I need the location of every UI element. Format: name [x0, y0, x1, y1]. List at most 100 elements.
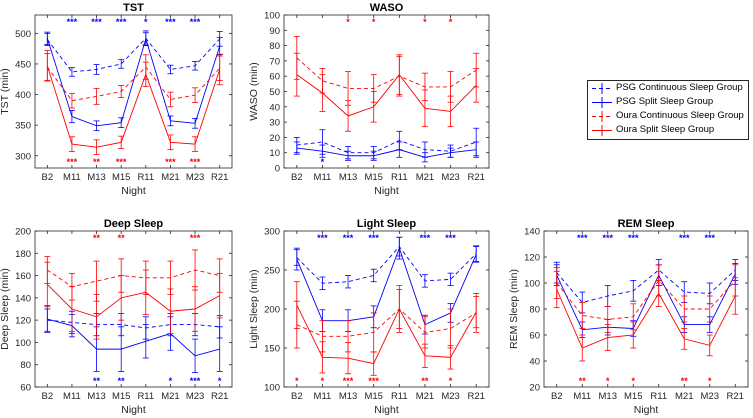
- chart-waso: 0 10 20 30 40 50 60 70 80 90 100 B2 M11 M13 M15 R11 M21 M…: [248, 2, 490, 197]
- y-tick-label: 40: [529, 357, 540, 368]
- significance-bottom: ***: [368, 376, 379, 386]
- series-1: [293, 141, 480, 163]
- series-3: [44, 261, 223, 340]
- series-line: [46, 37, 221, 127]
- significance-bottom: ***: [343, 376, 354, 386]
- y-tick-label: 400: [15, 90, 31, 101]
- x-tick-label: M11: [63, 391, 81, 402]
- series-line: [556, 269, 736, 304]
- series-3: [44, 50, 223, 155]
- y-tick-label: 500: [15, 29, 31, 40]
- y-tick-label: 20: [269, 133, 280, 144]
- series-0: [44, 30, 223, 77]
- y-tick-label: 100: [524, 279, 540, 290]
- x-tick-label: R21: [211, 172, 228, 183]
- plot-frame: [34, 230, 233, 388]
- y-tick-label: 200: [264, 305, 280, 316]
- significance-bottom: *: [606, 376, 610, 386]
- y-axis-label: Deep Sleep (min): [0, 268, 11, 350]
- series-line: [46, 37, 221, 73]
- series-line: [46, 66, 221, 102]
- significance-top: ***: [343, 233, 354, 243]
- series-line: [47, 269, 220, 288]
- series-line: [296, 246, 477, 326]
- chart-light: 100 150 200 250 300 B2 M11 M13 M15 R11 M21 M23 R21 Li…: [248, 218, 490, 416]
- x-tick-label: B2: [551, 391, 563, 402]
- legend-swatch-psg-split: [592, 97, 612, 108]
- series-line: [296, 304, 477, 365]
- x-tick-label: M23: [186, 391, 204, 402]
- chart-title: Deep Sleep: [104, 218, 164, 230]
- x-axis-label: Night: [121, 404, 146, 416]
- y-tick-label: 50: [269, 87, 280, 98]
- series-line: [556, 273, 736, 331]
- y-axis-label: TST (min): [0, 68, 11, 114]
- legend-item-psg-split: PSG Split Sleep Group: [588, 96, 748, 109]
- x-tick-label: M21: [161, 172, 179, 183]
- x-tick-label: M15: [112, 391, 130, 402]
- x-tick-label: R21: [467, 172, 484, 183]
- x-tick-label: M23: [186, 172, 204, 183]
- y-tick-label: 0: [275, 164, 280, 175]
- x-tick-label: M13: [339, 172, 357, 183]
- y-tick-label: 160: [15, 271, 31, 282]
- x-tick-label: M21: [675, 391, 693, 402]
- x-axis-label: Night: [374, 185, 399, 197]
- x-tick-label: M15: [364, 391, 382, 402]
- plot-frame: [283, 230, 490, 388]
- x-axis-label: Night: [634, 404, 659, 416]
- significance-bottom: *: [449, 376, 453, 386]
- y-tick-label: 200: [15, 227, 31, 238]
- significance-top: ***: [679, 233, 690, 243]
- x-tick-label: M11: [573, 391, 591, 402]
- significance-top: ***: [190, 17, 201, 27]
- series-line: [46, 284, 220, 318]
- significance-top: ***: [67, 17, 78, 27]
- y-tick-label: 60: [20, 383, 31, 394]
- y-axis-label: Light Sleep (min): [248, 269, 260, 348]
- chart-title: TST: [123, 2, 144, 14]
- significance-bottom: **: [579, 376, 587, 386]
- series-3: [553, 270, 739, 362]
- significance-bottom: *: [321, 157, 325, 167]
- significance-top: ***: [445, 233, 456, 243]
- significance-bottom: *: [321, 376, 325, 386]
- series-line: [556, 289, 736, 349]
- x-axis-label: Night: [121, 185, 146, 197]
- y-tick-label: 120: [524, 253, 540, 264]
- x-tick-label: B2: [42, 391, 54, 402]
- significance-top: ***: [91, 17, 102, 27]
- significance-bottom: ***: [165, 157, 176, 167]
- y-tick-label: 300: [264, 227, 280, 238]
- x-tick-label: R21: [211, 391, 228, 402]
- significance-bottom: *: [631, 376, 635, 386]
- x-tick-label: M15: [112, 172, 130, 183]
- y-tick-label: 250: [264, 266, 280, 277]
- legend-swatch-oura-split: [592, 125, 612, 136]
- y-tick-label: 350: [15, 121, 31, 132]
- y-tick-label: 60: [529, 331, 540, 342]
- plot-frame: [283, 14, 490, 169]
- x-tick-label: M11: [314, 391, 332, 402]
- series-line: [296, 147, 477, 158]
- significance-bottom: *: [169, 376, 173, 386]
- significance-top: *: [346, 17, 350, 27]
- y-tick-label: 30: [269, 118, 280, 129]
- x-tick-label: M13: [87, 391, 105, 402]
- x-tick-label: M21: [416, 172, 434, 183]
- x-tick-label: M13: [339, 391, 357, 402]
- x-tick-label: M13: [87, 172, 105, 183]
- legend-label: Oura Split Sleep Group: [616, 124, 715, 135]
- x-tick-label: M15: [624, 391, 642, 402]
- chart-tst: 300 350 400 450 500 B2 M11 M13 M15 R11 M21 M23 R21 TS…: [0, 2, 233, 197]
- legend: PSG Continuous Sleep Group PSG Split Sle…: [587, 80, 749, 140]
- significance-top: ***: [420, 233, 431, 243]
- significance-bottom: *: [218, 376, 222, 386]
- y-tick-label: 140: [15, 293, 31, 304]
- x-tick-label: M23: [441, 391, 459, 402]
- y-tick-label: 40: [269, 102, 280, 113]
- series-1: [553, 263, 739, 339]
- y-tick-label: 140: [524, 227, 540, 238]
- x-tick-label: B2: [42, 172, 54, 183]
